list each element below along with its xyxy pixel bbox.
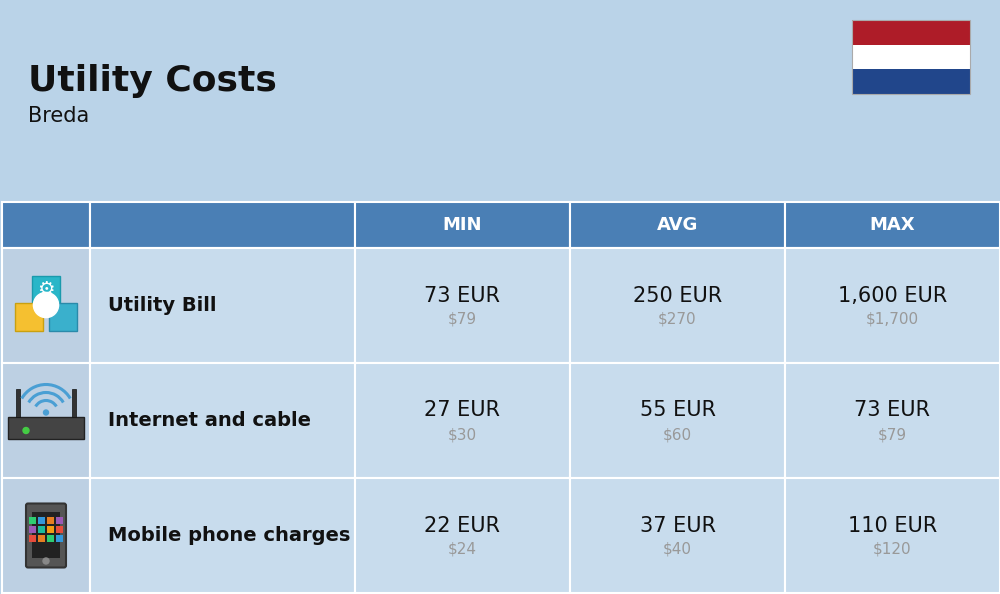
- Text: ⚙: ⚙: [37, 280, 55, 299]
- Text: Utility Bill: Utility Bill: [108, 296, 216, 315]
- Bar: [56, 535, 63, 542]
- Bar: [570, 478, 785, 593]
- Text: Internet and cable: Internet and cable: [108, 411, 311, 430]
- Bar: [2, 478, 90, 593]
- Bar: [852, 20, 970, 94]
- Bar: [852, 69, 970, 94]
- Bar: [570, 248, 785, 363]
- Bar: [90, 248, 355, 363]
- Bar: [38, 526, 45, 533]
- Text: $79: $79: [448, 312, 477, 327]
- Text: Mobile phone charges: Mobile phone charges: [108, 526, 350, 545]
- Bar: [38, 535, 45, 542]
- Bar: [8, 416, 84, 438]
- Bar: [47, 517, 54, 524]
- Bar: [570, 363, 785, 478]
- Text: Utility Costs: Utility Costs: [28, 64, 277, 98]
- Text: Breda: Breda: [28, 106, 89, 126]
- Text: 22 EUR: 22 EUR: [424, 516, 501, 536]
- Text: 110 EUR: 110 EUR: [848, 516, 937, 536]
- Bar: [570, 202, 785, 248]
- Bar: [56, 517, 63, 524]
- Bar: [47, 535, 54, 542]
- Bar: [29, 535, 36, 542]
- Bar: [355, 363, 570, 478]
- Bar: [2, 248, 90, 363]
- Text: $30: $30: [448, 427, 477, 442]
- Bar: [90, 202, 355, 248]
- Text: 250 EUR: 250 EUR: [633, 286, 722, 305]
- Bar: [785, 363, 1000, 478]
- Circle shape: [23, 428, 29, 434]
- Bar: [785, 248, 1000, 363]
- Text: $270: $270: [658, 312, 697, 327]
- Bar: [2, 363, 90, 478]
- Text: $1,700: $1,700: [866, 312, 919, 327]
- Bar: [32, 276, 60, 304]
- Bar: [355, 478, 570, 593]
- Bar: [38, 517, 45, 524]
- Bar: [47, 526, 54, 533]
- Bar: [15, 303, 43, 331]
- Text: MIN: MIN: [443, 216, 482, 234]
- Bar: [355, 202, 570, 248]
- Bar: [90, 363, 355, 478]
- Circle shape: [44, 410, 48, 415]
- Circle shape: [33, 292, 59, 318]
- Bar: [785, 202, 1000, 248]
- Bar: [72, 388, 76, 416]
- Text: 73 EUR: 73 EUR: [424, 286, 501, 305]
- FancyBboxPatch shape: [26, 504, 66, 567]
- Text: MAX: MAX: [870, 216, 915, 234]
- Bar: [852, 45, 970, 69]
- Bar: [29, 517, 36, 524]
- Text: $79: $79: [878, 427, 907, 442]
- Circle shape: [43, 558, 49, 564]
- Text: 1,600 EUR: 1,600 EUR: [838, 286, 947, 305]
- Bar: [29, 526, 36, 533]
- Text: $40: $40: [663, 542, 692, 557]
- Bar: [49, 303, 77, 331]
- Text: $120: $120: [873, 542, 912, 557]
- Bar: [2, 202, 90, 248]
- Text: $60: $60: [663, 427, 692, 442]
- Bar: [32, 511, 60, 558]
- Text: 55 EUR: 55 EUR: [640, 400, 716, 421]
- Bar: [90, 478, 355, 593]
- Text: $24: $24: [448, 542, 477, 557]
- Bar: [785, 478, 1000, 593]
- Text: 37 EUR: 37 EUR: [640, 516, 716, 536]
- Bar: [852, 20, 970, 45]
- Bar: [16, 388, 20, 416]
- Text: 27 EUR: 27 EUR: [424, 400, 501, 421]
- Text: 73 EUR: 73 EUR: [854, 400, 930, 421]
- Bar: [56, 526, 63, 533]
- Text: AVG: AVG: [657, 216, 698, 234]
- Bar: [355, 248, 570, 363]
